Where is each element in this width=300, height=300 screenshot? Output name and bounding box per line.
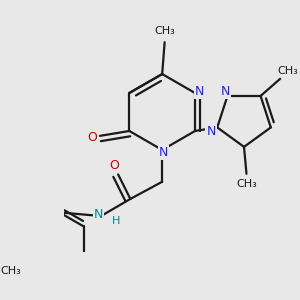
- Text: CH₃: CH₃: [0, 266, 21, 275]
- Text: N: N: [220, 85, 230, 98]
- Text: N: N: [159, 146, 168, 159]
- Text: N: N: [94, 208, 103, 221]
- Text: N: N: [206, 124, 216, 138]
- Text: H: H: [112, 216, 120, 226]
- Text: CH₃: CH₃: [236, 178, 257, 189]
- Text: O: O: [88, 130, 98, 144]
- Text: N: N: [195, 85, 204, 98]
- Text: CH₃: CH₃: [277, 67, 298, 76]
- Text: O: O: [110, 159, 119, 172]
- Text: CH₃: CH₃: [154, 26, 175, 36]
